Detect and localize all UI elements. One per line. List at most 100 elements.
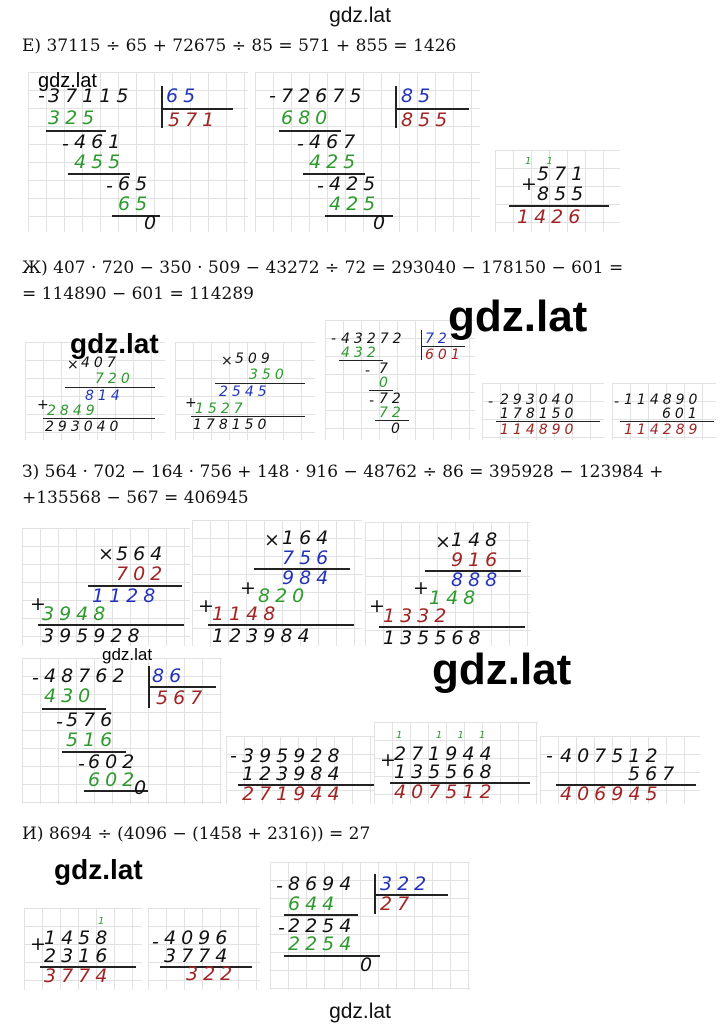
partial-2: 820 — [258, 585, 310, 607]
addend-a: 271944 — [394, 743, 497, 765]
z-addition: 1 1 1 1 + 271944 135568 407512 — [374, 722, 538, 804]
problem-z-line2: +135568 − 567 = 406945 — [22, 488, 249, 508]
minuend: 4096 — [164, 927, 233, 949]
factor-a: 564 — [116, 543, 168, 565]
watermark: gdz.lat — [102, 645, 153, 664]
remainder: 0 — [134, 777, 152, 799]
e-division-2: - 72675 85 855 680 - 467 425 - 425 425 0 — [255, 72, 480, 234]
watermark: gdz.lat — [54, 854, 143, 885]
z-multiplication-1: × 564 702 1128 + 3948 395928 — [22, 528, 190, 646]
i-division: - 8694 322 27 644 - 2254 2254 0 — [270, 862, 470, 990]
step: 72 — [379, 405, 405, 421]
e-addition: 1 1 571 + 855 1426 — [495, 150, 620, 232]
remainder: 0 — [391, 421, 404, 437]
carry: 1 1 — [525, 156, 559, 167]
step: 425 — [329, 193, 381, 215]
addend-a: 571 — [537, 163, 589, 185]
z-subtraction-1: - 395928 123984 271944 — [226, 736, 382, 804]
watermark: gdz.lat — [38, 70, 97, 92]
sum: 1426 — [517, 206, 586, 228]
step: 65 — [118, 193, 153, 215]
sum: 3774 — [44, 965, 113, 987]
step: 602 — [88, 751, 140, 773]
step: 2254 — [288, 933, 357, 955]
watermark: gdz.lat — [448, 292, 588, 341]
divisor: 72 — [425, 331, 451, 347]
sum: 407512 — [394, 781, 497, 803]
difference: 114289 — [624, 422, 702, 438]
watermark-bottom: gdz.lat — [329, 1000, 391, 1023]
problem-zh-line1: Ж) 407 · 720 − 350 · 509 − 43272 ÷ 72 = … — [22, 258, 624, 278]
step: 425 — [309, 151, 361, 173]
problem-i-equation: И) 8694 ÷ (4096 − (1458 + 2316)) = 27 — [22, 824, 371, 844]
factor-b: 720 — [95, 371, 134, 387]
product: 123984 — [212, 625, 315, 647]
step: 432 — [341, 345, 380, 361]
problem-z-line1: З) 564 · 702 − 164 · 756 + 148 · 916 − 4… — [22, 462, 664, 482]
factor-b: 756 — [282, 547, 334, 569]
factor-b: 702 — [116, 563, 168, 585]
subtrahend: 567 — [628, 763, 680, 785]
step: 325 — [48, 107, 100, 129]
step: 461 — [74, 131, 126, 153]
carry: 1 — [98, 916, 111, 927]
factor-a: 148 — [451, 529, 503, 551]
addend-a: 1458 — [44, 927, 113, 949]
dividend: 48762 — [44, 665, 130, 687]
zh-multiplication-1: × 407 720 814 + 2849 293040 — [25, 342, 165, 440]
step: 455 — [74, 151, 126, 173]
minuend: 407512 — [560, 745, 663, 767]
addend-b: 2316 — [44, 945, 113, 967]
difference: 406945 — [560, 783, 663, 805]
partial-1: 814 — [85, 388, 124, 404]
product: 293040 — [45, 419, 123, 435]
divisor: 65 — [166, 85, 201, 107]
divisor: 85 — [401, 85, 436, 107]
quotient: 601 — [425, 347, 464, 363]
z-division: - 48762 86 567 430 - 576 516 - 602 602 0 — [22, 658, 222, 804]
addend-b: 855 — [537, 183, 589, 205]
zh-subtraction-1: - 293040 178150 114890 — [482, 383, 604, 440]
partial-2: 3948 — [42, 603, 111, 625]
problem-zh-line2: = 114890 − 601 = 114289 — [22, 284, 254, 304]
step: 602 — [88, 769, 140, 791]
addend-b: 135568 — [394, 761, 497, 783]
partial-1: 1128 — [92, 585, 161, 607]
watermark-top: gdz.lat — [329, 4, 391, 27]
i-addition: 1 + 1458 2316 3774 — [24, 908, 142, 990]
e-division-1: - 37115 65 571 325 - 461 455 - 65 65 0 — [28, 72, 248, 234]
quotient: 855 — [401, 109, 453, 131]
quotient: 27 — [380, 893, 415, 915]
partial-2: 148 — [429, 587, 481, 609]
remainder: 0 — [144, 212, 162, 234]
step: 680 — [281, 107, 333, 129]
remainder: 0 — [373, 212, 391, 234]
quotient: 571 — [168, 109, 220, 131]
partial-1: 2545 — [219, 384, 271, 400]
subtrahend: 178150 — [500, 406, 578, 422]
quotient: 567 — [156, 687, 208, 709]
dividend: 8694 — [288, 873, 357, 895]
step: 516 — [66, 729, 118, 751]
divisor: 322 — [380, 873, 432, 895]
zh-subtraction-2: - 114890 601 114289 — [612, 383, 716, 440]
step: 430 — [44, 685, 96, 707]
step: 0 — [379, 375, 392, 391]
step: 72 — [379, 391, 405, 407]
step: 644 — [288, 893, 340, 915]
factor-a: 164 — [282, 527, 334, 549]
minuend: 395928 — [242, 745, 345, 767]
watermark: gdz.lat — [432, 645, 572, 694]
dividend: 37115 — [48, 85, 134, 107]
remainder: 0 — [360, 954, 378, 976]
partial-2: 2849 — [47, 403, 99, 419]
subtrahend: 3774 — [164, 945, 233, 967]
z-subtraction-2: - 407512 567 406945 — [540, 736, 700, 804]
partial-1: 984 — [282, 567, 334, 589]
z-multiplication-3: × 148 916 888 + 148 + 1332 135568 — [365, 522, 530, 648]
step: 2254 — [288, 915, 357, 937]
zh-division: - 43272 72 601 432 - 7 0 - 72 72 0 — [325, 320, 475, 440]
step: 65 — [118, 173, 153, 195]
difference: 322 — [186, 963, 238, 985]
minuend: 114890 — [624, 392, 702, 408]
